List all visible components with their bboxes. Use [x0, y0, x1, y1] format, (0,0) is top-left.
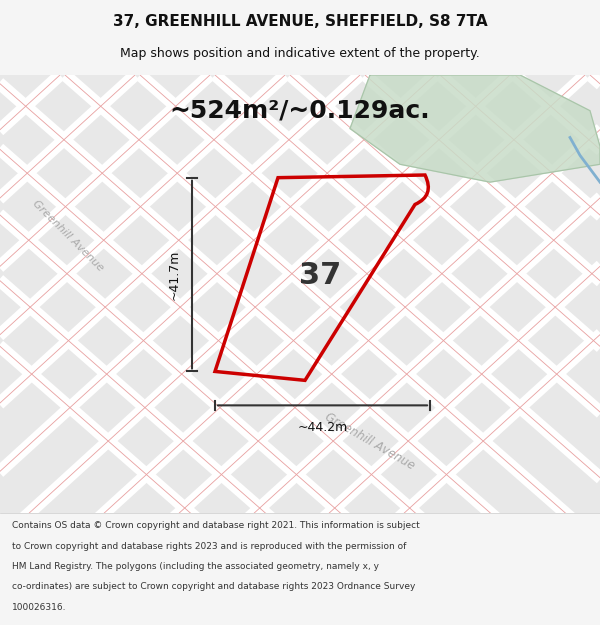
Text: 37, GREENHILL AVENUE, SHEFFIELD, S8 7TA: 37, GREENHILL AVENUE, SHEFFIELD, S8 7TA: [113, 14, 487, 29]
Text: ~41.7m: ~41.7m: [167, 249, 181, 300]
Text: 37: 37: [299, 261, 341, 291]
Text: Greenhill Avenue: Greenhill Avenue: [323, 410, 417, 472]
Text: co-ordinates) are subject to Crown copyright and database rights 2023 Ordnance S: co-ordinates) are subject to Crown copyr…: [12, 582, 415, 591]
Text: Greenhill Avenue: Greenhill Avenue: [31, 198, 106, 273]
Text: to Crown copyright and database rights 2023 and is reproduced with the permissio: to Crown copyright and database rights 2…: [12, 542, 406, 551]
Text: ~44.2m: ~44.2m: [298, 421, 347, 434]
Text: 100026316.: 100026316.: [12, 602, 67, 611]
Text: Map shows position and indicative extent of the property.: Map shows position and indicative extent…: [120, 48, 480, 61]
Text: HM Land Registry. The polygons (including the associated geometry, namely x, y: HM Land Registry. The polygons (includin…: [12, 562, 379, 571]
Polygon shape: [350, 75, 600, 182]
Polygon shape: [0, 75, 600, 512]
Text: Contains OS data © Crown copyright and database right 2021. This information is : Contains OS data © Crown copyright and d…: [12, 521, 420, 531]
Text: ~524m²/~0.129ac.: ~524m²/~0.129ac.: [170, 99, 430, 122]
